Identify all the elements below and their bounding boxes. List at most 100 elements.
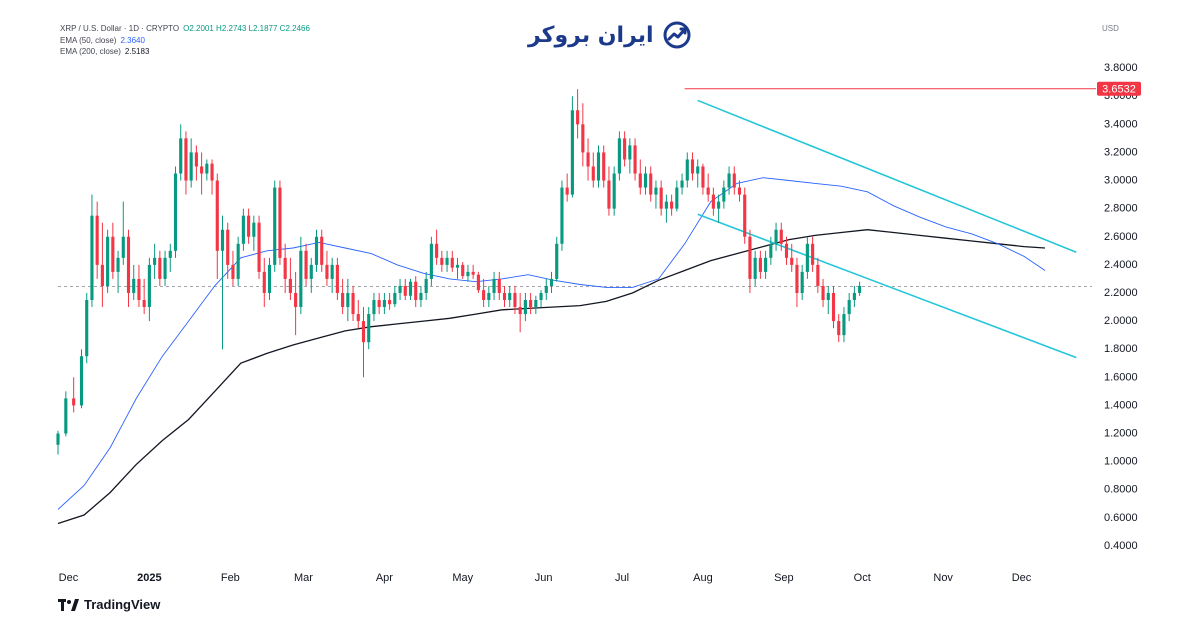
candle-body — [623, 138, 627, 160]
candle-body — [649, 173, 653, 195]
candle-body — [529, 300, 533, 308]
candle — [659, 180, 663, 216]
candle-body — [764, 257, 768, 272]
candle-body — [273, 187, 277, 265]
candle — [706, 173, 710, 202]
candle — [179, 124, 183, 181]
candle-body — [283, 257, 287, 279]
candle — [325, 250, 329, 286]
legend-ema50: EMA (50, close) 2.3640 — [60, 36, 145, 45]
y-tick-label: 0.8000 — [1104, 484, 1138, 496]
candle-body — [450, 257, 454, 268]
candle — [487, 285, 491, 308]
candle-body — [643, 173, 648, 188]
candle-body — [555, 243, 559, 279]
candle — [450, 250, 454, 272]
candle-body — [304, 250, 308, 279]
x-tick-label: 2025 — [137, 572, 161, 584]
candle — [403, 278, 407, 300]
candle — [267, 257, 272, 300]
candle — [701, 163, 705, 195]
y-tick-label: 2.2000 — [1104, 287, 1138, 299]
candle — [283, 243, 287, 293]
legend-ema200: EMA (200, close) 2.5183 — [60, 47, 149, 56]
x-tick-label: Dec — [59, 572, 79, 584]
candle-body — [424, 278, 428, 293]
candle — [649, 166, 653, 202]
candle — [544, 278, 548, 300]
x-tick-label: Aug — [693, 572, 713, 584]
candle — [628, 138, 632, 174]
candle-body — [816, 264, 820, 286]
candle — [424, 271, 428, 300]
candle — [252, 215, 256, 251]
candle-body — [377, 300, 381, 308]
candle-body — [701, 166, 705, 188]
candle — [320, 229, 324, 272]
candle-body — [388, 300, 392, 305]
candle — [278, 180, 282, 265]
candle — [153, 243, 157, 279]
candle — [184, 131, 188, 195]
candle-body — [711, 194, 715, 209]
candle — [116, 250, 120, 293]
candle-body — [659, 187, 663, 209]
candle-body — [523, 300, 527, 315]
candle-body — [153, 257, 157, 265]
x-tick-label: Sep — [774, 572, 794, 584]
candle — [858, 281, 862, 296]
channel-upper-line — [697, 99, 1077, 253]
candle-body — [309, 264, 313, 279]
candle-body — [696, 166, 700, 174]
x-tick-label: Jun — [535, 572, 553, 584]
candle — [764, 250, 768, 279]
candle-body — [429, 243, 433, 279]
candle-body — [440, 257, 444, 265]
candle — [247, 208, 251, 244]
candle-body — [95, 215, 99, 265]
y-tick-label: 2.0000 — [1104, 315, 1138, 327]
tradingview-logo[interactable]: TradingView — [58, 597, 160, 612]
candle — [273, 180, 277, 272]
candle-body — [800, 271, 804, 293]
candle — [758, 250, 762, 279]
candle-body — [769, 243, 773, 258]
candle — [257, 215, 261, 279]
y-tick-label: 3.4000 — [1104, 118, 1138, 130]
candle-body — [393, 292, 397, 305]
candle-body — [539, 292, 543, 300]
candle-body — [549, 278, 554, 286]
candle-body — [179, 138, 183, 174]
candle — [523, 292, 527, 322]
candle-body — [90, 215, 94, 300]
candle — [356, 300, 360, 329]
candle-body — [262, 271, 266, 293]
candle — [56, 430, 60, 455]
candle — [717, 194, 721, 223]
candle — [200, 152, 204, 195]
y-tick-label: 1.0000 — [1104, 456, 1138, 468]
candle — [231, 250, 235, 286]
candle-body — [356, 314, 360, 322]
candle — [142, 278, 146, 315]
candle-body — [325, 264, 329, 279]
y-tick-label: 2.4000 — [1104, 259, 1138, 271]
resistance-price-tag — [1097, 81, 1141, 96]
candle-body — [670, 201, 674, 209]
candle-body — [215, 180, 219, 251]
candle-body — [294, 292, 298, 308]
candle-body — [72, 398, 76, 406]
candle — [466, 264, 470, 282]
candle — [685, 152, 689, 188]
candle — [529, 292, 533, 315]
candle-body — [748, 236, 752, 279]
candle — [732, 166, 736, 195]
candle-body — [142, 300, 146, 308]
candle — [461, 262, 465, 279]
candle-body — [106, 236, 110, 286]
candle-body — [722, 187, 726, 202]
candle — [429, 236, 433, 286]
candle-body — [79, 356, 84, 406]
candle — [236, 236, 240, 286]
